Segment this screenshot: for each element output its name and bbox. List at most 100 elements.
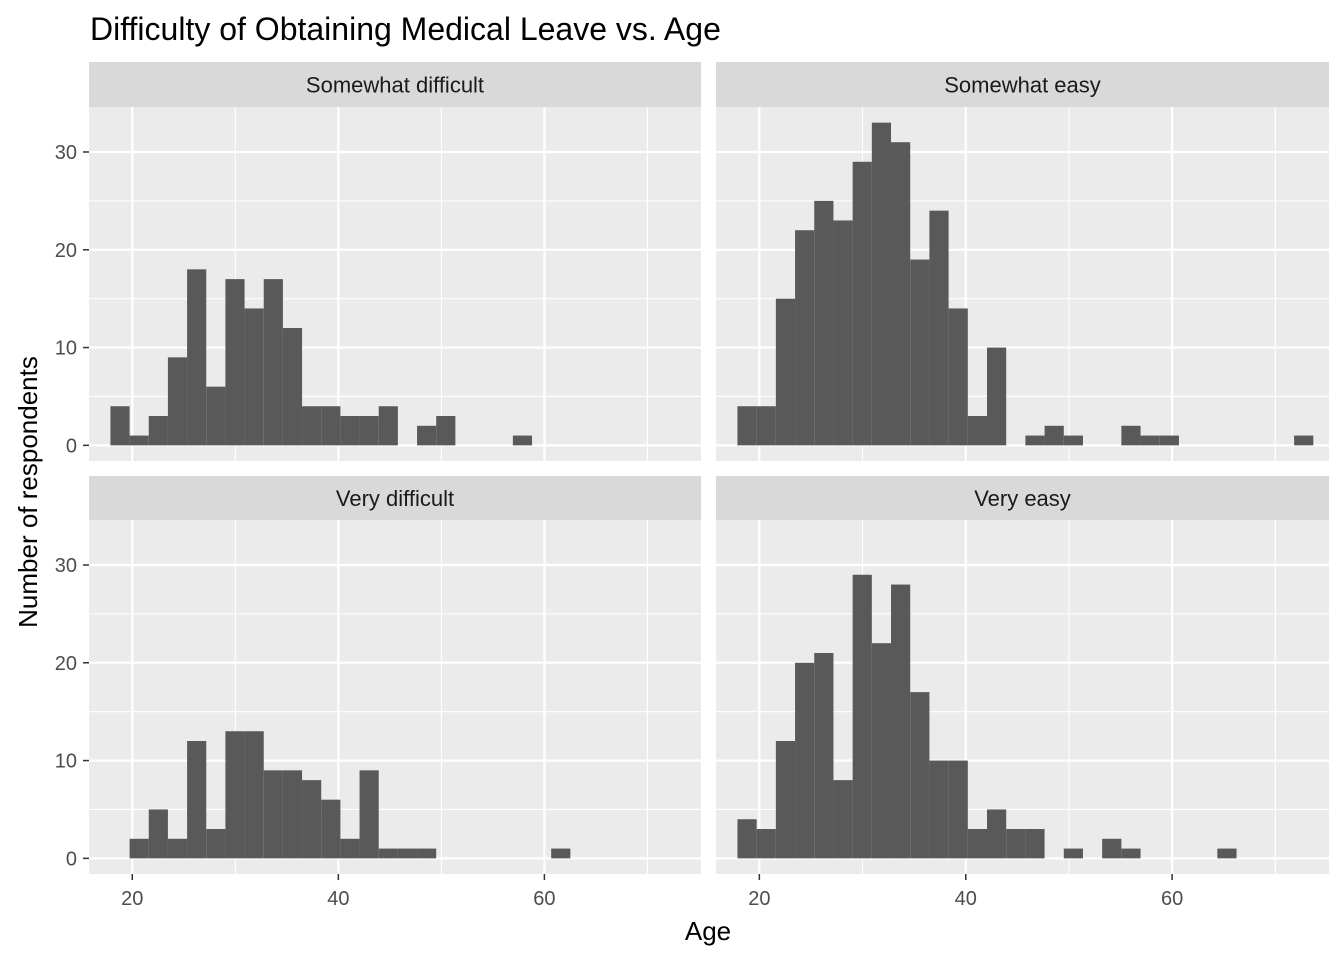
- histogram-bar: [206, 829, 226, 859]
- facet-strip-label: Very easy: [974, 486, 1071, 511]
- histogram-bar: [129, 435, 149, 446]
- histogram-bar: [148, 809, 168, 859]
- histogram-bar: [756, 829, 776, 859]
- histogram-bar: [417, 848, 437, 859]
- histogram-bar: [436, 416, 456, 446]
- histogram-bar: [737, 406, 757, 446]
- y-tick-label: 20: [55, 240, 77, 262]
- y-axis-title: Number of respondents: [13, 356, 43, 628]
- histogram-bar: [1025, 435, 1045, 446]
- histogram-bar: [302, 406, 322, 446]
- histogram-bar: [225, 731, 245, 859]
- histogram-bar: [871, 643, 892, 859]
- histogram-bar: [187, 741, 207, 859]
- x-tick-label: 20: [121, 888, 143, 910]
- y-tick-label: 0: [66, 435, 77, 457]
- histogram-bar: [1217, 848, 1237, 859]
- facet-strip: [89, 62, 701, 107]
- histogram-bar: [302, 780, 322, 859]
- histogram-bar: [378, 848, 398, 859]
- facet-strip: [716, 476, 1329, 520]
- histogram-bar: [1159, 435, 1179, 446]
- histogram-bar: [833, 780, 853, 859]
- histogram-bar: [948, 760, 968, 859]
- histogram-bar: [986, 347, 1007, 446]
- histogram-bar: [948, 308, 968, 446]
- histogram-bar: [814, 652, 834, 859]
- x-axis-title: Age: [685, 916, 731, 946]
- histogram-bar: [795, 230, 815, 446]
- histogram-bar: [340, 838, 360, 859]
- histogram-bar: [910, 692, 930, 859]
- histogram-bar: [129, 838, 149, 859]
- histogram-bar: [967, 416, 987, 446]
- histogram-bar: [551, 848, 571, 859]
- histogram-bar: [852, 161, 872, 446]
- histogram-bar: [397, 848, 418, 859]
- histogram-bar: [148, 416, 168, 446]
- histogram-bar: [1121, 848, 1141, 859]
- histogram-bar: [1140, 435, 1160, 446]
- histogram-bar: [910, 259, 930, 446]
- y-tick-label: 10: [55, 338, 77, 360]
- facet-very-easy: Very easy 20 40 60: [716, 476, 1329, 910]
- histogram-bar: [1006, 829, 1026, 859]
- histogram-bar: [225, 279, 245, 446]
- histogram-bar: [967, 829, 987, 859]
- histogram-bar: [359, 416, 379, 446]
- histogram-bar: [417, 425, 437, 446]
- histogram-bar: [263, 770, 283, 859]
- histogram-bar: [891, 142, 911, 446]
- histogram-bar: [282, 770, 303, 859]
- histogram-bar: [1063, 848, 1083, 859]
- facet-panels: Somewhat difficult 0 10 20 30 Somewhat easy Ve…: [55, 62, 1329, 910]
- histogram-bar: [321, 406, 341, 446]
- histogram-bar: [929, 210, 949, 446]
- histogram-bar: [891, 584, 911, 859]
- histogram-bar: [737, 819, 757, 859]
- histogram-bar: [986, 809, 1007, 859]
- histogram-bar: [263, 279, 283, 446]
- x-tick-label: 60: [1161, 888, 1183, 910]
- histogram-bar: [167, 357, 188, 446]
- histogram-bar: [775, 298, 796, 446]
- histogram-bar: [756, 406, 776, 446]
- y-tick-label: 30: [55, 555, 77, 577]
- histogram-bar: [187, 269, 207, 446]
- histogram-bar: [929, 760, 949, 859]
- facet-strip-label: Somewhat easy: [944, 73, 1101, 98]
- histogram-bar: [512, 435, 533, 446]
- histogram-bar: [244, 308, 264, 446]
- histogram-bar: [167, 838, 188, 859]
- histogram-bar: [814, 200, 834, 446]
- facet-strip-label: Somewhat difficult: [306, 73, 484, 98]
- panel-background: [89, 520, 701, 874]
- histogram-bar: [1121, 425, 1141, 446]
- histogram-bar: [1044, 425, 1064, 446]
- histogram-bar: [378, 406, 398, 446]
- facet-somewhat-difficult: Somewhat difficult 0 10 20 30: [55, 62, 701, 461]
- x-tick-label: 40: [327, 888, 349, 910]
- y-tick-label: 30: [55, 142, 77, 164]
- facet-very-difficult: Very difficult 0 10 20 30 20 40 60: [55, 476, 701, 910]
- x-tick-label: 40: [955, 888, 977, 910]
- chart-title: Difficulty of Obtaining Medical Leave vs…: [90, 11, 721, 47]
- histogram-bar: [1025, 829, 1045, 859]
- histogram-bar: [206, 386, 226, 446]
- histogram-bar: [775, 741, 796, 859]
- histogram-bar: [244, 731, 264, 859]
- histogram-bar: [321, 799, 341, 859]
- facet-strip-label: Very difficult: [336, 486, 454, 511]
- facet-strip: [89, 476, 701, 520]
- y-tick-label: 10: [55, 751, 77, 773]
- histogram-bar: [833, 220, 853, 446]
- y-tick-label: 0: [66, 848, 77, 870]
- histogram-bar: [282, 328, 303, 446]
- histogram-bar: [871, 122, 892, 446]
- facet-strip: [716, 62, 1329, 107]
- histogram-bar: [359, 770, 379, 859]
- x-tick-label: 60: [533, 888, 555, 910]
- histogram-bar: [1063, 435, 1083, 446]
- histogram-bar: [1294, 435, 1314, 446]
